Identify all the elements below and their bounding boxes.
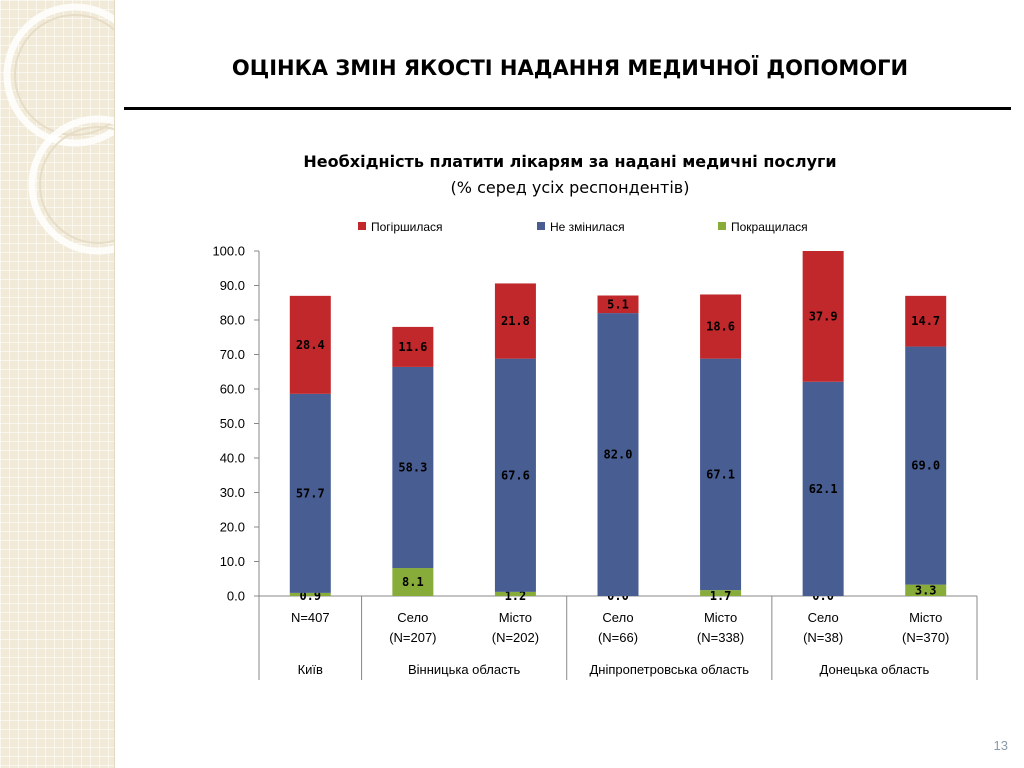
category-sublabel: (N=338) xyxy=(697,630,744,645)
data-label-worse: 5.1 xyxy=(607,298,629,312)
data-label-same: 82.0 xyxy=(604,448,633,462)
data-label-same: 67.6 xyxy=(501,468,530,482)
legend-label-worse: Погіршилася xyxy=(371,220,443,234)
legend-swatch-worse xyxy=(358,222,366,230)
bar-worse xyxy=(700,294,742,359)
bar-same xyxy=(700,358,742,591)
data-label-same: 58.3 xyxy=(398,460,427,474)
category-sublabel: (N=207) xyxy=(389,630,436,645)
data-label-better: 3.3 xyxy=(915,583,937,597)
legend-swatch-same xyxy=(537,222,545,230)
bar-worse xyxy=(392,326,434,367)
group-label: Вінницька область xyxy=(408,662,521,677)
y-tick-label: 70.0 xyxy=(220,347,245,362)
bar-better xyxy=(700,590,742,596)
data-label-same: 67.1 xyxy=(706,467,735,481)
group-label: Київ xyxy=(298,662,323,677)
bar-worse xyxy=(905,295,947,347)
bar-better xyxy=(289,592,331,596)
y-tick-label: 90.0 xyxy=(220,278,245,293)
decorative-sidebar xyxy=(0,0,115,768)
bar-better xyxy=(392,568,434,596)
y-tick-label: 40.0 xyxy=(220,451,245,466)
chart-title: Необхідність платити лікарям за надані м… xyxy=(303,152,837,171)
data-label-same: 69.0 xyxy=(911,459,940,473)
data-label-worse: 37.9 xyxy=(809,309,838,323)
category-label: Село xyxy=(397,610,428,625)
legend-swatch-better xyxy=(718,222,726,230)
data-label-better: 1.2 xyxy=(505,589,527,603)
group-label: Дніпропетровська область xyxy=(589,662,749,677)
bar-worse xyxy=(289,295,331,394)
y-tick-label: 100.0 xyxy=(212,244,245,259)
bar-same xyxy=(597,313,639,596)
category-sublabel: (N=66) xyxy=(598,630,638,645)
data-label-worse: 14.7 xyxy=(911,314,940,328)
y-tick-label: 60.0 xyxy=(220,382,245,397)
category-sublabel: (N=370) xyxy=(902,630,949,645)
data-label-same: 62.1 xyxy=(809,482,838,496)
data-label-worse: 28.4 xyxy=(296,338,325,352)
y-tick-label: 80.0 xyxy=(220,313,245,328)
bar-same xyxy=(392,366,434,569)
decorative-circles xyxy=(3,3,114,255)
category-label: Місто xyxy=(499,610,532,625)
slide-number: 13 xyxy=(993,738,1008,753)
data-label-same: 57.7 xyxy=(296,486,325,500)
category-label: N=407 xyxy=(291,610,330,625)
group-label: Донецька область xyxy=(820,662,930,677)
data-label-better: 1.7 xyxy=(710,589,732,603)
category-label: Село xyxy=(602,610,633,625)
chart-subtitle: (% серед усіх респондентів) xyxy=(450,178,690,197)
category-sublabel: (N=202) xyxy=(492,630,539,645)
bar-worse xyxy=(597,295,639,314)
category-sublabel: (N=38) xyxy=(803,630,843,645)
title-divider xyxy=(124,107,1011,110)
y-tick-label: 10.0 xyxy=(220,554,245,569)
y-tick-label: 20.0 xyxy=(220,520,245,535)
bar-same xyxy=(905,346,947,585)
bar-same xyxy=(289,393,331,593)
legend-label-same: Не змінилася xyxy=(550,220,625,234)
y-tick-label: 30.0 xyxy=(220,485,245,500)
slide-title: ОЦІНКА ЗМІН ЯКОСТІ НАДАННЯ МЕДИЧНОЇ ДОПО… xyxy=(231,56,909,80)
bar-same xyxy=(802,381,844,596)
category-label: Місто xyxy=(704,610,737,625)
bar-same xyxy=(494,358,536,592)
category-label: Місто xyxy=(909,610,942,625)
bar-better xyxy=(494,591,536,596)
bar-better xyxy=(905,584,947,596)
data-label-better: 8.1 xyxy=(402,575,424,589)
category-label: Село xyxy=(808,610,839,625)
y-tick-label: 0.0 xyxy=(227,589,245,604)
data-label-worse: 11.6 xyxy=(398,340,427,354)
data-label-worse: 21.8 xyxy=(501,314,530,328)
legend-label-better: Покращилася xyxy=(731,220,808,234)
data-label-worse: 18.6 xyxy=(706,320,735,334)
y-tick-label: 50.0 xyxy=(220,416,245,431)
bar-worse xyxy=(494,283,536,359)
bar-worse xyxy=(802,251,844,382)
